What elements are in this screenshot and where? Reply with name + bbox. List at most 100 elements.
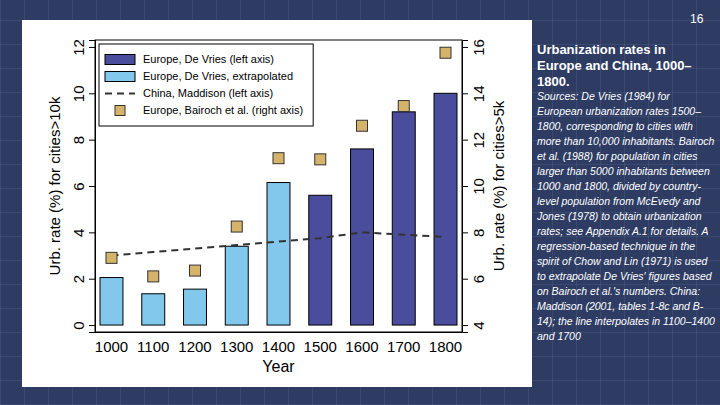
x-axis: 1000 1100 1200 1300 1400 1500 1600 1700 1800 [95,332,463,355]
tick-mark [462,47,468,48]
tick-label: 2 [70,275,87,283]
caption-note: Sources: De Vries (1984) for European ur… [537,89,715,344]
tick-label: 1600 [345,338,378,355]
tick-mark [89,325,95,326]
bar [267,183,290,326]
point [357,120,368,131]
plot-frame [95,40,462,332]
tick: 14 [462,85,487,102]
axis-line [96,332,463,333]
tick: 8 [462,229,487,237]
tick: 2 [70,275,95,283]
axis-line [89,41,96,333]
tick: 10 [462,178,487,195]
tick: 4 [70,229,95,237]
tick-label: 1500 [304,338,337,355]
tick: 8 [70,136,95,144]
tick-mark [462,325,468,326]
bar [225,246,248,325]
bar [351,149,374,325]
tick-label: 6 [470,275,487,283]
tick-label: 10 [70,85,87,102]
x-axis-title: Year [262,358,295,375]
legend-label: Europe, Bairoch et al. (right axis) [143,104,303,116]
tick-label: 1400 [262,338,295,355]
bar [100,278,123,326]
bar [434,93,457,325]
tick: 6 [462,275,487,283]
bar [184,289,207,325]
bar [392,112,415,325]
tick-label: 8 [470,229,487,237]
tick-label: 0 [70,321,87,329]
legend-label: Europe, De Vries, extrapolated [143,70,293,82]
tick-label: 16 [470,39,487,56]
legend-swatch [105,72,135,82]
point [273,153,284,164]
tick: 1700 [387,332,420,355]
tick-label: 14 [470,85,487,102]
tick-mark [89,232,95,233]
legend-label: Europe, De Vries (left axis) [143,53,274,65]
caption-title: Urbanization rates in Europe and China, … [537,42,709,90]
point [148,271,159,282]
tick: 0 [70,321,95,329]
tick: 1200 [178,332,211,355]
tick-mark [89,93,95,94]
chart-svg: 0 2 4 6 8 10 12 4 6 8 10 12 14 16 1000 1100 1200 1300 1400… [22,20,532,387]
tick-label: 1700 [387,338,420,355]
tick: 16 [462,39,487,56]
tick-mark [89,279,95,280]
tick-mark [462,140,468,141]
tick-label: 1300 [220,338,253,355]
point [106,252,117,263]
tick: 1400 [262,332,295,355]
y-axis: 0 2 4 6 8 10 12 [70,39,96,332]
axis-line [463,41,469,333]
chart-panel: 0 2 4 6 8 10 12 4 6 8 10 12 14 16 1000 1100 1200 1300 1400… [22,20,532,387]
tick: 1800 [429,332,462,355]
legend-swatch [115,106,125,116]
point [440,47,451,58]
tick-label: 10 [470,178,487,195]
tick-label: 4 [470,321,487,329]
tick: 1000 [95,332,128,355]
tick: 1600 [345,332,378,355]
tick-label: 6 [70,182,87,190]
tick: 10 [70,85,95,102]
tick: 12 [462,132,487,149]
legend-swatch [105,55,135,65]
tick-label: 1100 [137,338,169,355]
tick-mark [462,279,468,280]
tick: 1300 [220,332,253,355]
legend: Europe, De Vries (left axis) Europe, De V… [99,44,313,126]
tick-mark [89,140,95,141]
tick-mark [462,232,468,233]
line [111,232,445,255]
tick: 12 [70,39,95,56]
tick-mark [89,186,95,187]
tick: 1500 [304,332,337,355]
tick-label: 12 [470,132,487,149]
bar [309,195,332,325]
bar [142,294,165,325]
y2-axis-title: Urb. rate (%) for cities>5k [490,100,507,271]
point [315,154,326,165]
tick-mark [462,186,468,187]
legend-box [99,44,313,126]
tick-label: 8 [70,136,87,144]
tick-label: 12 [70,39,87,56]
tick-label: 1800 [429,338,462,355]
tick-mark [89,47,95,48]
tick: 1100 [137,332,169,355]
point [231,221,242,232]
page-number: 16 [690,12,703,26]
tick-label: 1000 [95,338,128,355]
legend-label: China, Maddison (left axis) [143,87,273,99]
tick-label: 1200 [178,338,211,355]
point [189,265,200,276]
tick-mark [462,93,468,94]
point [398,101,409,112]
tick: 4 [462,321,487,329]
legend-swatch [105,93,135,95]
